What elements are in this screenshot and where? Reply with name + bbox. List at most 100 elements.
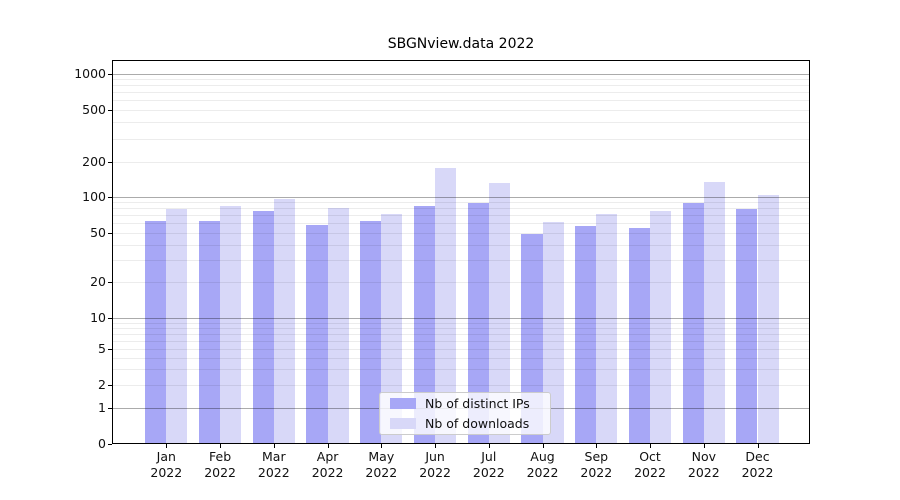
- legend-item-downloads: Nb of downloads: [380, 414, 550, 434]
- x-tick-mark: [166, 444, 168, 448]
- y-tick-mark: [108, 349, 112, 350]
- bar-downloads: [273, 199, 295, 444]
- y-grid-line-minor: [113, 223, 809, 224]
- y-tick-mark: [108, 408, 112, 409]
- bar-downloads: [650, 211, 672, 444]
- y-tick-mark: [108, 161, 112, 163]
- y-tick-label: 50: [90, 224, 106, 240]
- bar-downloads: [596, 214, 618, 444]
- y-grid-line-major: [113, 318, 809, 319]
- x-tick-mark: [596, 444, 598, 448]
- y-grid-line-minor: [113, 100, 809, 101]
- y-tick-label: 200: [82, 153, 106, 169]
- y-tick-label: 1: [98, 400, 106, 415]
- y-tick-mark: [108, 282, 112, 283]
- y-grid-line-minor: [113, 202, 809, 203]
- y-tick-mark: [108, 109, 112, 111]
- bar-distinct-ips: [198, 220, 220, 444]
- y-grid-line-minor: [113, 215, 809, 216]
- x-tick-mark: [273, 444, 275, 448]
- x-tick-label: Nov 2022: [687, 449, 720, 480]
- y-tick-label: 2: [98, 377, 106, 392]
- y-tick-label: 1000: [74, 65, 106, 81]
- y-grid-line-minor: [113, 334, 809, 335]
- x-tick-mark: [703, 444, 705, 448]
- y-grid-line-minor: [113, 349, 809, 350]
- x-tick-mark: [488, 444, 490, 448]
- y-tick-mark: [108, 318, 112, 319]
- y-grid-line-minor: [113, 138, 809, 140]
- bar-distinct-ips: [628, 227, 650, 444]
- bar-distinct-ips: [575, 225, 597, 444]
- x-tick-label: Aug 2022: [526, 449, 559, 480]
- y-grid-line-major: [113, 196, 809, 198]
- x-tick-mark: [220, 444, 222, 448]
- y-tick-mark: [108, 232, 112, 234]
- bar-distinct-ips: [736, 208, 758, 444]
- y-tick-label: 100: [82, 188, 106, 204]
- x-tick-label: Jul 2022: [472, 449, 505, 480]
- bar-downloads: [757, 194, 779, 444]
- y-grid-line-minor: [113, 322, 809, 324]
- legend-label-downloads: Nb of downloads: [425, 416, 530, 431]
- bar-distinct-ips: [360, 220, 382, 444]
- legend-swatch-distinct-ips: [390, 398, 416, 409]
- bar-distinct-ips: [521, 233, 543, 444]
- y-tick-mark: [108, 196, 112, 198]
- y-grid-line-minor: [113, 109, 809, 111]
- y-grid-line-minor: [113, 85, 809, 87]
- y-grid-line-minor: [113, 260, 809, 262]
- bar-distinct-ips: [413, 206, 436, 444]
- bar-downloads: [488, 183, 510, 444]
- y-grid-line-minor: [113, 232, 809, 234]
- x-tick-mark: [650, 444, 651, 448]
- x-tick-label: Dec 2022: [741, 449, 774, 480]
- bar-downloads: [542, 222, 564, 444]
- legend-item-distinct-ips: Nb of distinct IPs: [380, 394, 550, 414]
- legend: Nb of distinct IPs Nb of downloads: [379, 392, 551, 435]
- x-tick-label: May 2022: [365, 449, 398, 480]
- bar-distinct-ips: [467, 203, 489, 444]
- y-tick-mark: [108, 444, 112, 445]
- y-grid-line-minor: [113, 385, 809, 386]
- x-tick-mark: [435, 444, 437, 448]
- chart-title: SBGNview.data 2022: [387, 36, 535, 52]
- bar-downloads: [435, 168, 457, 444]
- y-grid-line-major: [113, 73, 809, 75]
- y-tick-label: 5: [98, 341, 106, 356]
- x-tick-label: Jan 2022: [150, 449, 183, 480]
- y-grid-line-minor: [113, 208, 809, 210]
- legend-label-distinct-ips: Nb of distinct IPs: [425, 396, 530, 411]
- x-tick-label: Jun 2022: [419, 449, 451, 480]
- y-grid-line-minor: [113, 122, 809, 124]
- x-tick-label: Apr 2022: [311, 449, 344, 480]
- y-grid-line-minor: [113, 282, 809, 283]
- y-grid-line-minor: [113, 244, 809, 246]
- y-tick-mark: [108, 385, 112, 386]
- y-grid-line-minor: [113, 357, 809, 359]
- x-tick-mark: [542, 444, 544, 448]
- plot-area: [112, 60, 810, 444]
- y-grid-line-minor: [113, 369, 809, 371]
- bar-downloads: [166, 209, 188, 444]
- x-tick-label: Sep 2022: [580, 449, 613, 480]
- bar-distinct-ips: [682, 203, 704, 444]
- bars-layer: [112, 60, 810, 444]
- y-tick-mark: [108, 73, 112, 75]
- y-tick-label: 20: [90, 274, 106, 289]
- x-tick-mark: [757, 444, 759, 448]
- bar-distinct-ips: [145, 221, 167, 444]
- bar-downloads: [327, 208, 349, 444]
- y-grid-line-minor: [113, 79, 809, 80]
- x-tick-label: Feb 2022: [204, 449, 236, 480]
- y-tick-label: 10: [90, 310, 106, 325]
- bar-distinct-ips: [252, 211, 274, 444]
- bar-downloads: [220, 205, 242, 444]
- legend-swatch-downloads: [390, 418, 416, 429]
- y-grid-line-minor: [113, 161, 809, 163]
- x-tick-mark: [327, 444, 329, 448]
- y-tick-label: 500: [82, 101, 106, 117]
- y-grid-line-minor: [113, 340, 809, 342]
- y-grid-line-minor: [113, 92, 809, 93]
